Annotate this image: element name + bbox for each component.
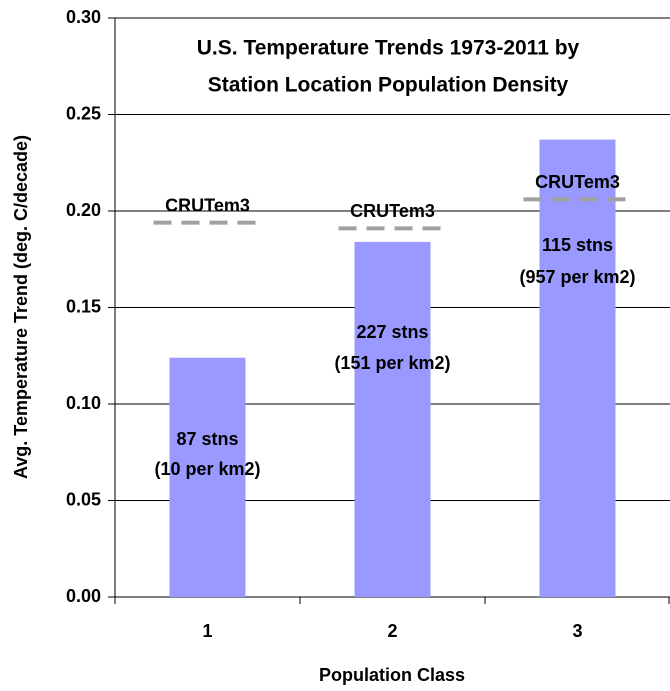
x-tick-label: 2 [387, 621, 397, 641]
reference-label: CRUTem3 [535, 172, 620, 192]
reference-label: CRUTem3 [350, 201, 435, 221]
y-tick-label: 0.15 [66, 296, 101, 316]
y-tick-label: 0.00 [66, 586, 101, 606]
bar-label: 115 stns [542, 235, 613, 255]
bar [354, 241, 431, 597]
x-axis-label: Population Class [319, 665, 465, 685]
y-tick-label: 0.20 [66, 200, 101, 220]
x-tick-label: 3 [572, 621, 582, 641]
chart-title: Station Location Population Density [208, 74, 569, 97]
y-tick-label: 0.30 [66, 7, 101, 27]
reference-label: CRUTem3 [165, 195, 250, 215]
bar-label: (957 per km2) [519, 267, 635, 287]
bar-label: (10 per km2) [154, 459, 260, 479]
bar [169, 357, 246, 597]
title-box [128, 28, 650, 106]
y-axis-label: Avg. Temperature Trend (deg. C/decade) [11, 135, 31, 479]
x-tick-label: 1 [202, 621, 212, 641]
y-tick-label: 0.05 [66, 489, 101, 509]
bar-label: (151 per km2) [334, 353, 450, 373]
chart-title: U.S. Temperature Trends 1973-2011 by [197, 37, 580, 60]
y-tick-label: 0.10 [66, 393, 101, 413]
bar [539, 139, 616, 597]
bar-label: 227 stns [356, 322, 428, 342]
y-tick-label: 0.25 [66, 103, 101, 123]
bar-label: 87 stns [176, 429, 238, 449]
